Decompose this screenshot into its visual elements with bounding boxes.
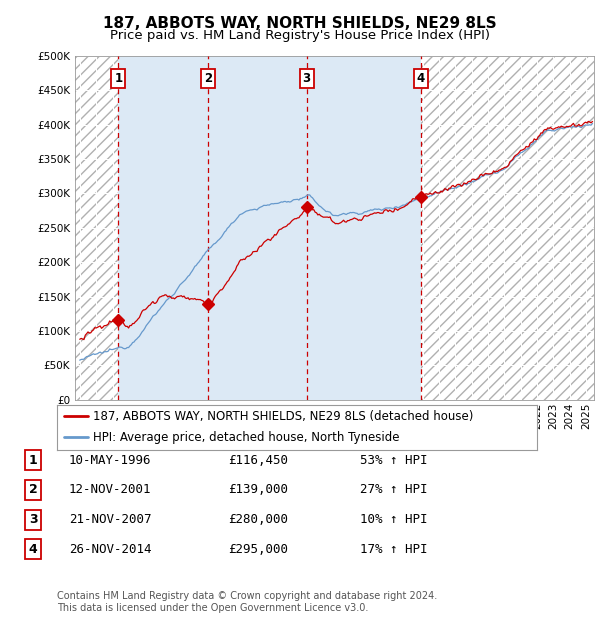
Text: £139,000: £139,000	[228, 484, 288, 496]
Text: £280,000: £280,000	[228, 513, 288, 526]
Text: 17% ↑ HPI: 17% ↑ HPI	[360, 543, 427, 556]
Text: Price paid vs. HM Land Registry's House Price Index (HPI): Price paid vs. HM Land Registry's House …	[110, 29, 490, 42]
Text: 12-NOV-2001: 12-NOV-2001	[69, 484, 151, 496]
Text: 1: 1	[115, 72, 122, 85]
Text: 53% ↑ HPI: 53% ↑ HPI	[360, 454, 427, 466]
Text: 187, ABBOTS WAY, NORTH SHIELDS, NE29 8LS (detached house): 187, ABBOTS WAY, NORTH SHIELDS, NE29 8LS…	[93, 410, 473, 422]
Text: 4: 4	[29, 543, 37, 556]
Text: 1: 1	[29, 454, 37, 466]
Text: 21-NOV-2007: 21-NOV-2007	[69, 513, 151, 526]
Text: 10-MAY-1996: 10-MAY-1996	[69, 454, 151, 466]
Text: HPI: Average price, detached house, North Tyneside: HPI: Average price, detached house, Nort…	[93, 430, 400, 443]
Text: 26-NOV-2014: 26-NOV-2014	[69, 543, 151, 556]
Text: 4: 4	[417, 72, 425, 85]
Bar	[118, 56, 421, 400]
Text: 2: 2	[204, 72, 212, 85]
Text: £116,450: £116,450	[228, 454, 288, 466]
Text: 187, ABBOTS WAY, NORTH SHIELDS, NE29 8LS: 187, ABBOTS WAY, NORTH SHIELDS, NE29 8LS	[103, 16, 497, 30]
Text: £295,000: £295,000	[228, 543, 288, 556]
Bar	[75, 56, 118, 400]
Text: 2: 2	[29, 484, 37, 496]
Text: Contains HM Land Registry data © Crown copyright and database right 2024.
This d: Contains HM Land Registry data © Crown c…	[57, 591, 437, 613]
Bar	[421, 56, 594, 400]
Text: 27% ↑ HPI: 27% ↑ HPI	[360, 484, 427, 496]
Text: 3: 3	[29, 513, 37, 526]
Text: 10% ↑ HPI: 10% ↑ HPI	[360, 513, 427, 526]
Text: 3: 3	[302, 72, 311, 85]
